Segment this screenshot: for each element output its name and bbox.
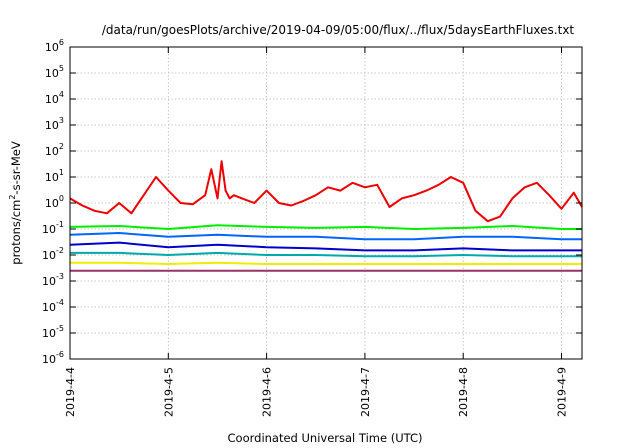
y-axis: 10-610-510-410-310-210-11001011021031041… [42,38,582,366]
y-axis-label: protons/cm2-s-sr-MeV [8,141,23,265]
y-tick-label: 10-2 [42,246,64,262]
y-tick-base: 10 [45,119,59,132]
y-tick-label: 106 [45,38,64,54]
y-tick-exponent: -3 [56,272,64,281]
y-tick-exponent: 6 [59,38,64,47]
y-tick-base: 10 [45,93,59,106]
y-tick-exponent: 1 [59,168,64,177]
series-layer [69,160,583,272]
series-line-1 [69,160,583,223]
x-tick-label: 2019-4-8 [457,367,470,417]
y-tick-base: 10 [45,171,59,184]
y-tick-exponent: -2 [56,246,64,255]
y-tick-label: 10-4 [42,298,64,314]
y-tick-label: 102 [45,142,64,158]
y-tick-base: 10 [42,275,56,288]
y-tick-base: 10 [45,145,59,158]
series-line-6 [70,261,582,265]
x-axis-label: Coordinated Universal Time (UTC) [228,431,423,445]
y-tick-label: 103 [45,116,64,132]
y-tick-exponent: 4 [59,90,64,99]
y-tick-exponent: 5 [59,64,64,73]
y-tick-base: 10 [45,41,59,54]
y-tick-exponent: 3 [59,116,64,125]
y-axis-label-superscript: 2 [8,195,17,200]
y-tick-label: 10-1 [42,220,64,236]
series-line-3 [69,232,582,241]
y-axis-label-main: protons/cm [9,200,23,265]
y-tick-exponent: -1 [56,220,64,229]
y-tick-exponent: 0 [59,194,64,203]
y-tick-base: 10 [42,249,56,262]
chart-title: /data/run/goesPlots/archive/2019-04-09/0… [102,23,575,37]
y-tick-label: 10-6 [42,350,64,366]
x-axis: 2019-4-4 2019-4-5 2019-4-6 2019-4-7 2019-4-8… [64,47,569,417]
series-line-5 [70,251,582,258]
y-tick-base: 10 [42,223,56,236]
y-tick-base: 10 [42,353,56,366]
y-tick-label: 101 [45,168,64,184]
x-tick-label: 2019-4-7 [359,367,372,417]
y-axis-label-units: -s-sr-MeV [9,141,23,194]
x-tick-label: 2019-4-5 [162,367,175,417]
y-tick-exponent: -6 [56,350,64,359]
y-tick-label: 104 [45,90,64,106]
x-tick-label: 2019-4-6 [261,367,274,417]
y-tick-base: 10 [42,327,56,340]
y-tick-label: 105 [45,64,64,80]
y-tick-exponent: -5 [56,324,64,333]
y-tick-base: 10 [45,197,59,210]
series-line-4 [69,241,582,252]
series-line-2 [69,224,582,230]
x-tick-label: 2019-4-9 [556,367,569,417]
y-tick-label: 100 [45,194,64,210]
y-tick-label: 10-3 [42,272,64,288]
y-tick-exponent: 2 [59,142,64,151]
y-tick-exponent: -4 [56,298,64,307]
y-tick-base: 10 [45,67,59,80]
y-tick-label: 10-5 [42,324,64,340]
grid [69,46,582,360]
y-tick-base: 10 [42,301,56,314]
x-tick-label: 2019-4-4 [64,367,77,417]
